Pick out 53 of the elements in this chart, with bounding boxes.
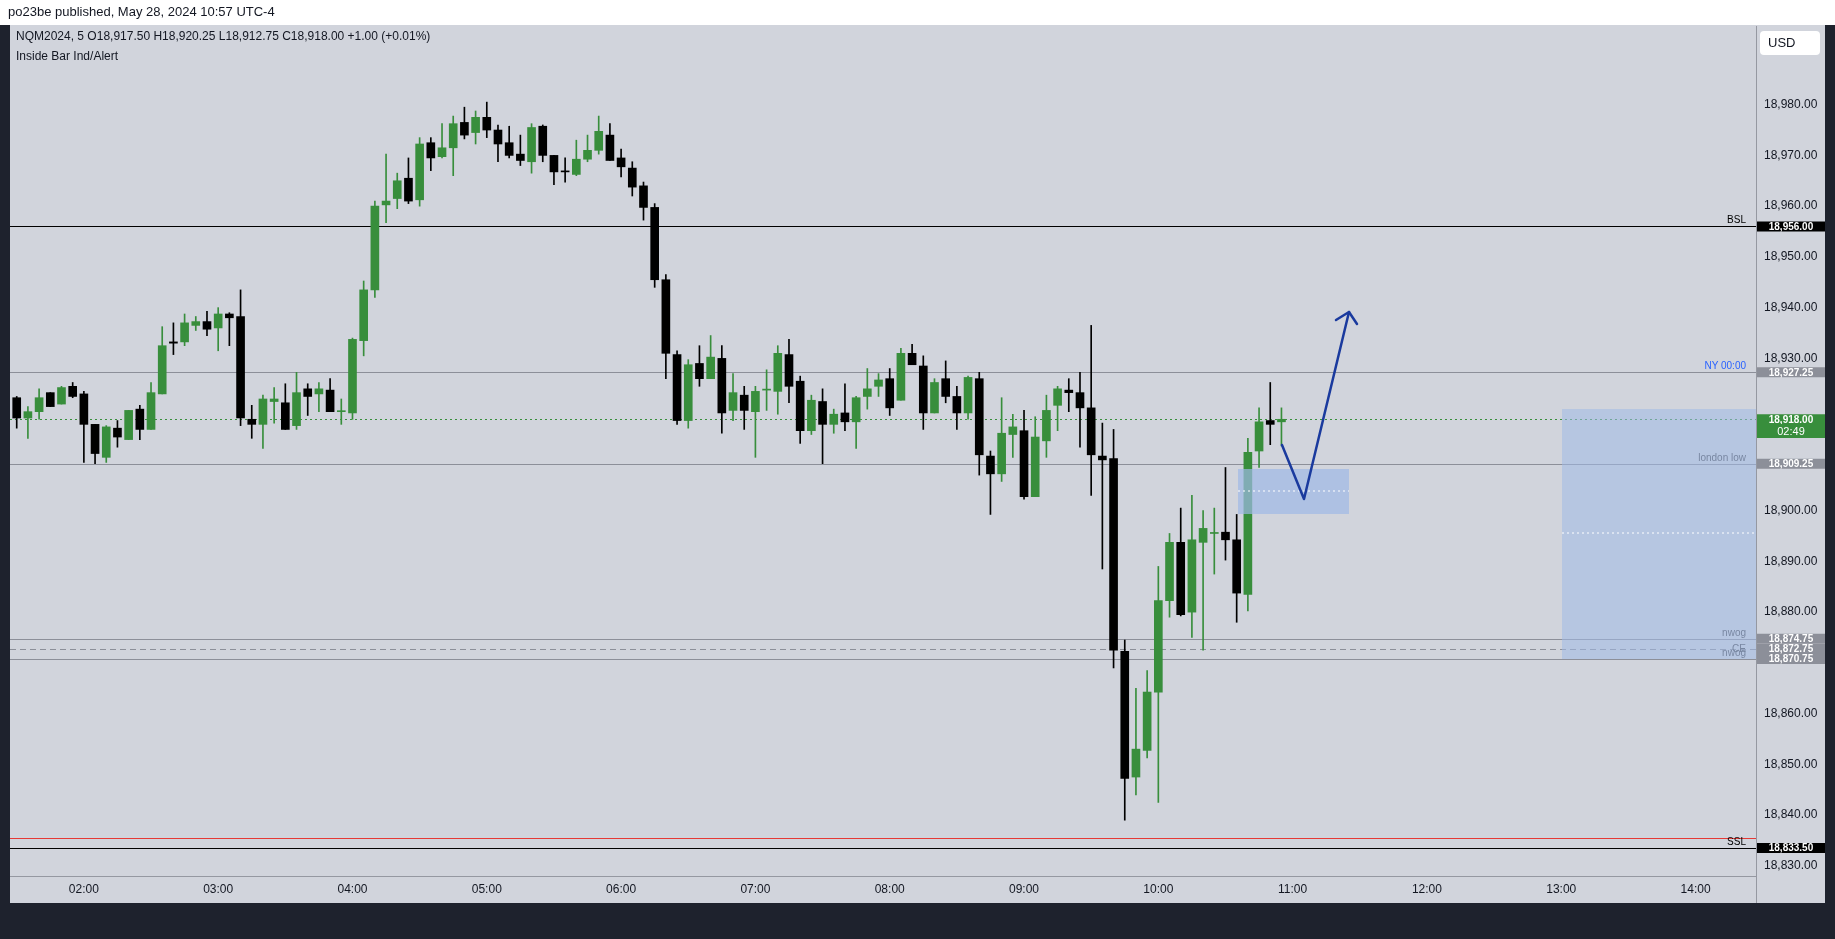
text: USD — [1760, 31, 1820, 55]
x-tick-label: 08:00 — [874, 881, 906, 896]
y-tick-label: 18,900.00 — [1764, 502, 1818, 517]
text: Inside Bar Ind/Alert — [16, 49, 119, 63]
y-tick-label: 18,940.00 — [1764, 299, 1818, 314]
ref-line-label: london low — [1698, 452, 1747, 464]
y-tick-label: 18,927.25 — [1768, 366, 1814, 378]
x-tick-label: 04:00 — [337, 881, 368, 896]
x-tick-label: 03:00 — [203, 881, 234, 896]
text: 02:49 — [1757, 424, 1825, 438]
x-tick-label: 07:00 — [740, 881, 771, 896]
y-tick-label: 18,872.75 — [1768, 643, 1814, 655]
y-tick-label: 18,960.00 — [1764, 198, 1818, 213]
y-tick-label: 18,918.00 — [1768, 413, 1814, 425]
annotation: NY 00:00 — [1704, 360, 1747, 372]
y-tick-label: 18,850.00 — [1764, 756, 1818, 771]
candlestick — [1064, 378, 1074, 412]
candlestick — [863, 368, 872, 410]
candlestick — [336, 398, 346, 425]
candlestick — [247, 405, 257, 439]
y-tick-label: 18,880.00 — [1764, 604, 1818, 619]
y-tick-label: 18,860.00 — [1764, 705, 1818, 720]
y-tick-label: 18,874.75 — [1768, 633, 1814, 645]
ref-line-label: SSL — [1727, 836, 1747, 848]
text: po23be published, May 28, 2024 10:57 UTC-4 — [8, 4, 275, 19]
x-tick-label: 13:00 — [1546, 881, 1577, 896]
y-tick-label: 18,970.00 — [1764, 147, 1818, 162]
x-tick-label: 02:00 — [68, 881, 100, 896]
candlestick — [1265, 382, 1275, 445]
x-tick-label: 09:00 — [1009, 881, 1040, 896]
y-tick-label: 18,833.50 — [1768, 842, 1814, 854]
y-tick-label: 18,909.25 — [1768, 457, 1814, 469]
y-tick-label: 18,870.75 — [1768, 653, 1814, 665]
x-tick-label: 11:00 — [1278, 881, 1308, 896]
x-tick-label: 12:00 — [1411, 881, 1443, 896]
y-tick-label: 18,890.00 — [1764, 553, 1818, 568]
candlestick — [1198, 510, 1208, 651]
x-tick-label: 14:00 — [1680, 881, 1711, 896]
x-tick-label: 06:00 — [606, 881, 637, 896]
y-tick-label: 18,980.00 — [1764, 96, 1818, 111]
candlestick — [303, 383, 313, 416]
x-tick-label: 05:00 — [471, 881, 503, 896]
ref-line-label: BSL — [1727, 214, 1747, 226]
y-tick-label: 18,930.00 — [1764, 350, 1818, 365]
y-tick-label: 18,830.00 — [1764, 858, 1818, 873]
y-tick-label: 18,840.00 — [1764, 807, 1818, 822]
chart-title: NQM2024, 5 O18,917.50 H18,920.25 L18,912.75 C18,918.00 +1.00 (+0.01%) — [16, 29, 431, 43]
ref-line-label: nwog — [1722, 627, 1746, 639]
candlestick — [1075, 372, 1085, 448]
candlestick — [1209, 507, 1219, 575]
y-tick-label: 18,956.00 — [1768, 220, 1814, 232]
y-tick-label: 18,950.00 — [1764, 249, 1818, 264]
x-tick-label: 10:00 — [1143, 881, 1174, 896]
